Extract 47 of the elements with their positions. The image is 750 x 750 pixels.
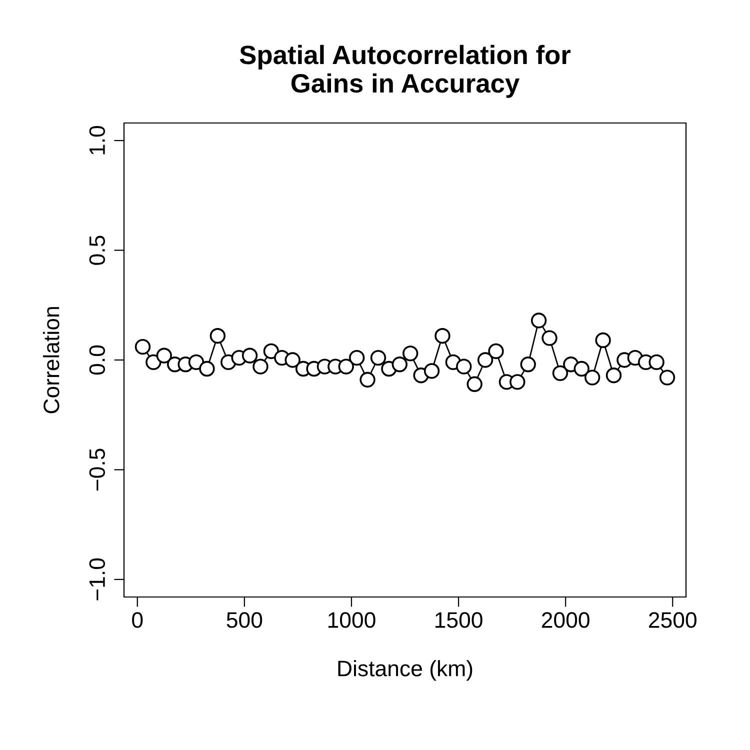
point (530, 312, 547, 328)
x-axis-title: Distance (km) (338, 660, 472, 681)
x-tick-label: 2500 (649, 612, 696, 628)
point (606, 368, 622, 384)
point (424, 363, 440, 379)
y-tick-label: 1.0 (89, 126, 106, 154)
point (434, 328, 450, 344)
y-tick-label: −0.5 (89, 448, 106, 491)
y-tick-label: 0.5 (89, 236, 106, 265)
point (488, 343, 504, 360)
point (574, 360, 590, 377)
x-tick-label: 1500 (436, 612, 482, 628)
point (188, 354, 204, 370)
point (520, 356, 536, 372)
x-tick-label: 0 (132, 612, 143, 628)
point (659, 370, 676, 386)
point (146, 354, 162, 370)
point (392, 356, 408, 372)
x-tick-label: 500 (226, 612, 262, 628)
point (510, 374, 526, 390)
x-tick-label: 2000 (542, 612, 590, 628)
point (648, 354, 664, 370)
point (348, 350, 365, 366)
point (242, 348, 258, 364)
y-tick-label: 0.0 (89, 345, 106, 375)
point (360, 372, 376, 388)
point (284, 352, 300, 368)
point (370, 350, 386, 366)
x-tick-label: 1000 (328, 612, 376, 628)
point (210, 328, 226, 344)
point (156, 348, 172, 364)
point (199, 360, 215, 377)
point (456, 358, 472, 374)
point (595, 332, 611, 348)
point (477, 352, 494, 368)
point (252, 358, 268, 374)
point (466, 376, 482, 392)
point (552, 365, 568, 382)
y-axis-title: Correlation (42, 307, 60, 414)
point (338, 358, 354, 374)
point (263, 343, 280, 360)
point (584, 370, 600, 386)
chart-title: Spatial Autocorrelation for Gains in Accuracy (240, 44, 571, 98)
point (134, 338, 151, 355)
y-tick-label: −1.0 (89, 558, 106, 600)
point (542, 330, 558, 346)
point (402, 346, 418, 362)
